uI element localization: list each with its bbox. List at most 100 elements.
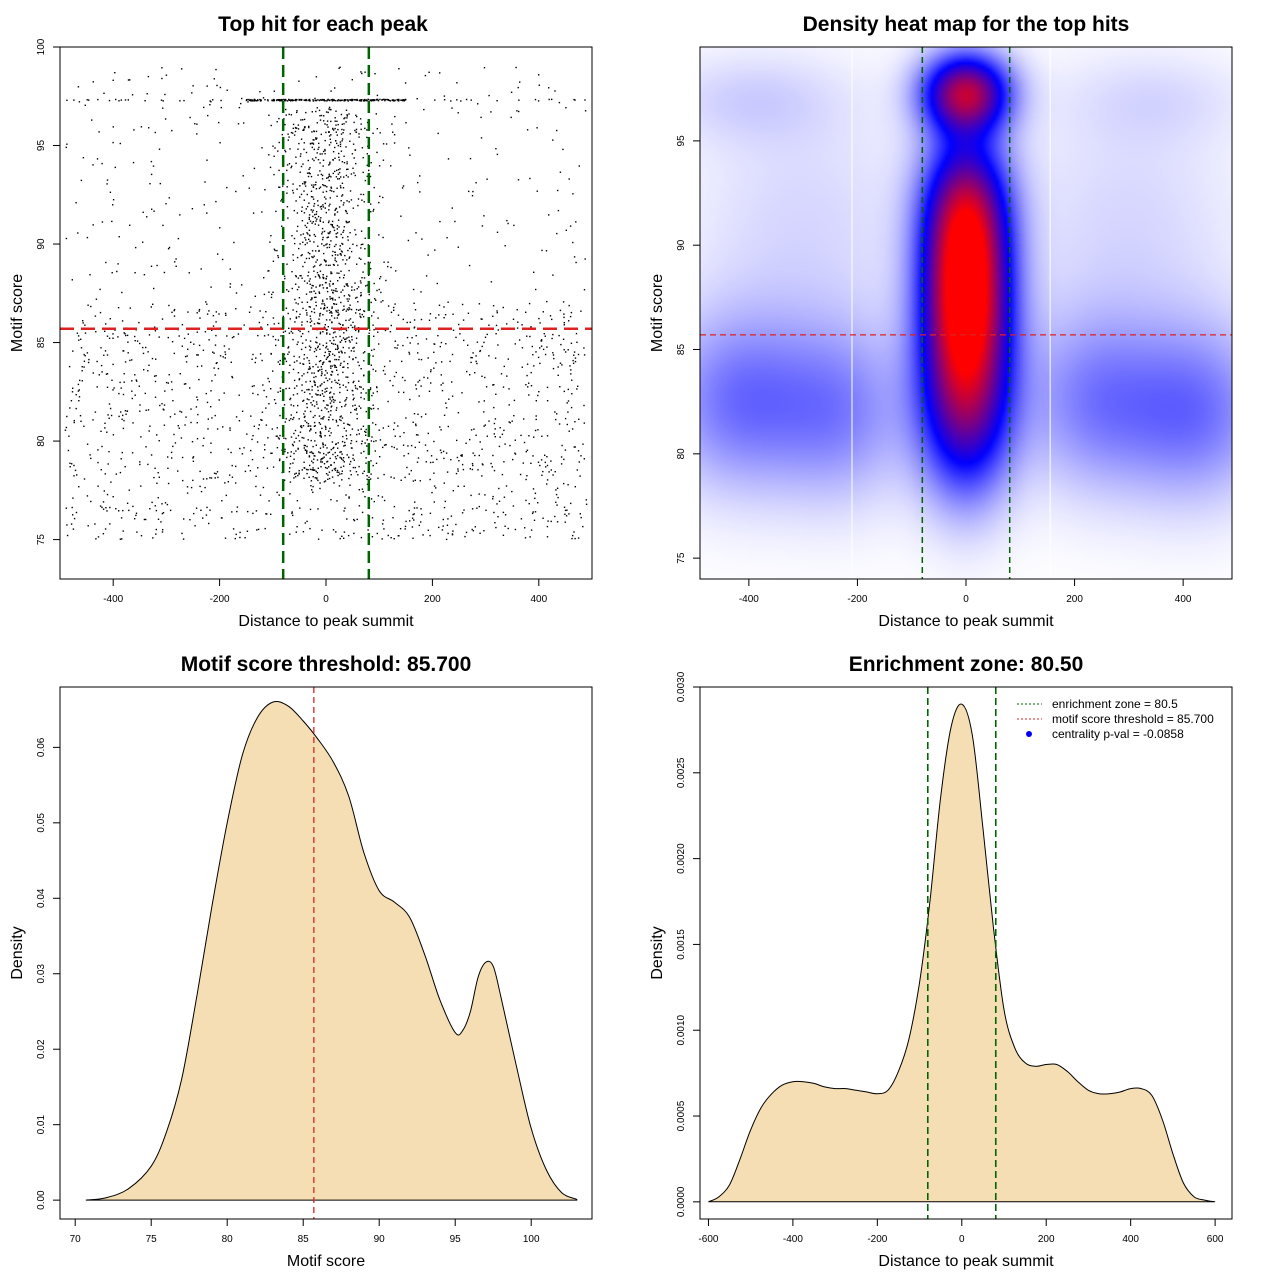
scatter-point: [413, 326, 416, 328]
scatter-point: [340, 451, 342, 453]
scatter-point: [209, 100, 211, 102]
scatter-point: [327, 326, 329, 328]
scatter-point: [207, 418, 209, 420]
scatter-point: [171, 311, 173, 313]
scatter-point: [310, 291, 313, 293]
scatter-point: [152, 537, 154, 539]
scatter-point: [350, 440, 353, 442]
scatter-point: [533, 519, 536, 521]
scatter-point: [308, 389, 310, 391]
scatter-point: [310, 480, 313, 482]
scatter-point: [252, 353, 254, 356]
scatter-point: [334, 170, 336, 173]
scatter-point: [328, 466, 330, 468]
scatter-point: [291, 443, 294, 446]
scatter-point: [325, 244, 327, 246]
scatter-point: [317, 224, 320, 226]
scatter-point: [312, 139, 314, 141]
scatter-point: [345, 210, 347, 213]
scatter-point: [329, 161, 331, 163]
scatter-point: [310, 320, 313, 322]
scatter-point: [349, 256, 351, 258]
scatter-point: [425, 275, 428, 277]
scatter-point: [330, 141, 332, 144]
scatter-point: [333, 289, 335, 292]
scatter-point: [350, 350, 353, 352]
scatter-point: [347, 376, 349, 378]
scatter-point: [173, 309, 175, 312]
scatter-point: [309, 318, 312, 320]
scatter-point: [361, 277, 363, 279]
scatter-point: [293, 355, 295, 358]
scatter-point: [332, 99, 335, 101]
scatter-point: [108, 99, 111, 102]
scatter-point: [208, 310, 210, 312]
scatter-point: [326, 328, 328, 331]
scatter-point: [322, 159, 325, 161]
distance-density-y-tick-label: 0.0015: [676, 929, 687, 960]
scatter-point: [276, 249, 278, 252]
scatter-point: [126, 334, 129, 337]
scatter-point: [297, 303, 299, 305]
scatter-point: [332, 291, 334, 294]
scatter-point: [461, 303, 464, 306]
scatter-point: [567, 388, 569, 391]
scatter-point: [334, 358, 336, 361]
scatter-point: [445, 538, 448, 541]
scatter-point: [260, 99, 262, 101]
scatter-point: [330, 464, 332, 466]
scatter-point: [335, 336, 337, 338]
scatter-point: [433, 351, 435, 353]
scatter-point: [318, 360, 321, 363]
scatter-point: [351, 153, 354, 155]
scatter-point: [465, 531, 468, 534]
scatter-point: [443, 506, 446, 509]
scatter-point: [372, 464, 374, 467]
scatter-point: [560, 456, 563, 458]
scatter-point: [215, 200, 217, 203]
scatter-point: [294, 127, 297, 129]
scatter-point: [375, 113, 377, 115]
scatter-point: [119, 381, 121, 384]
scatter-point: [532, 511, 534, 513]
scatter-point: [479, 349, 482, 352]
scatter-point: [331, 476, 334, 478]
scatter-point: [327, 236, 329, 238]
scatter-point: [337, 144, 339, 147]
scatter-point: [131, 390, 133, 392]
scatter-point: [208, 522, 210, 525]
scatter-point: [316, 478, 318, 480]
scatter-point: [370, 100, 373, 102]
scatter-point: [318, 291, 320, 293]
scatter-point: [307, 330, 310, 333]
scatter-points: [64, 66, 588, 541]
scatter-point: [318, 292, 321, 294]
scatter-point: [378, 234, 380, 236]
scatter-point: [162, 224, 164, 227]
score-density-x-tick-label: 70: [70, 1234, 82, 1245]
scatter-point: [323, 115, 325, 117]
scatter-point: [319, 153, 321, 155]
scatter-point: [364, 179, 367, 182]
scatter-point: [306, 99, 308, 102]
scatter-point: [264, 189, 266, 191]
scatter-point: [420, 508, 422, 510]
scatter-point: [296, 212, 299, 214]
scatter-point: [355, 99, 357, 101]
scatter-point: [461, 455, 463, 457]
scatter-point: [495, 526, 497, 529]
scatter-point: [306, 172, 309, 174]
scatter-point: [283, 118, 285, 120]
scatter-point: [260, 326, 262, 328]
scatter-point: [443, 457, 445, 460]
scatter-point: [303, 477, 305, 479]
scatter-point: [383, 528, 385, 530]
scatter-point: [406, 321, 408, 324]
scatter-point: [283, 98, 285, 101]
scatter-point: [320, 466, 322, 468]
scatter-point: [354, 99, 356, 101]
scatter-point: [290, 166, 292, 169]
scatter-point: [353, 157, 355, 159]
scatter-point: [334, 299, 336, 301]
scatter-point: [369, 387, 372, 389]
